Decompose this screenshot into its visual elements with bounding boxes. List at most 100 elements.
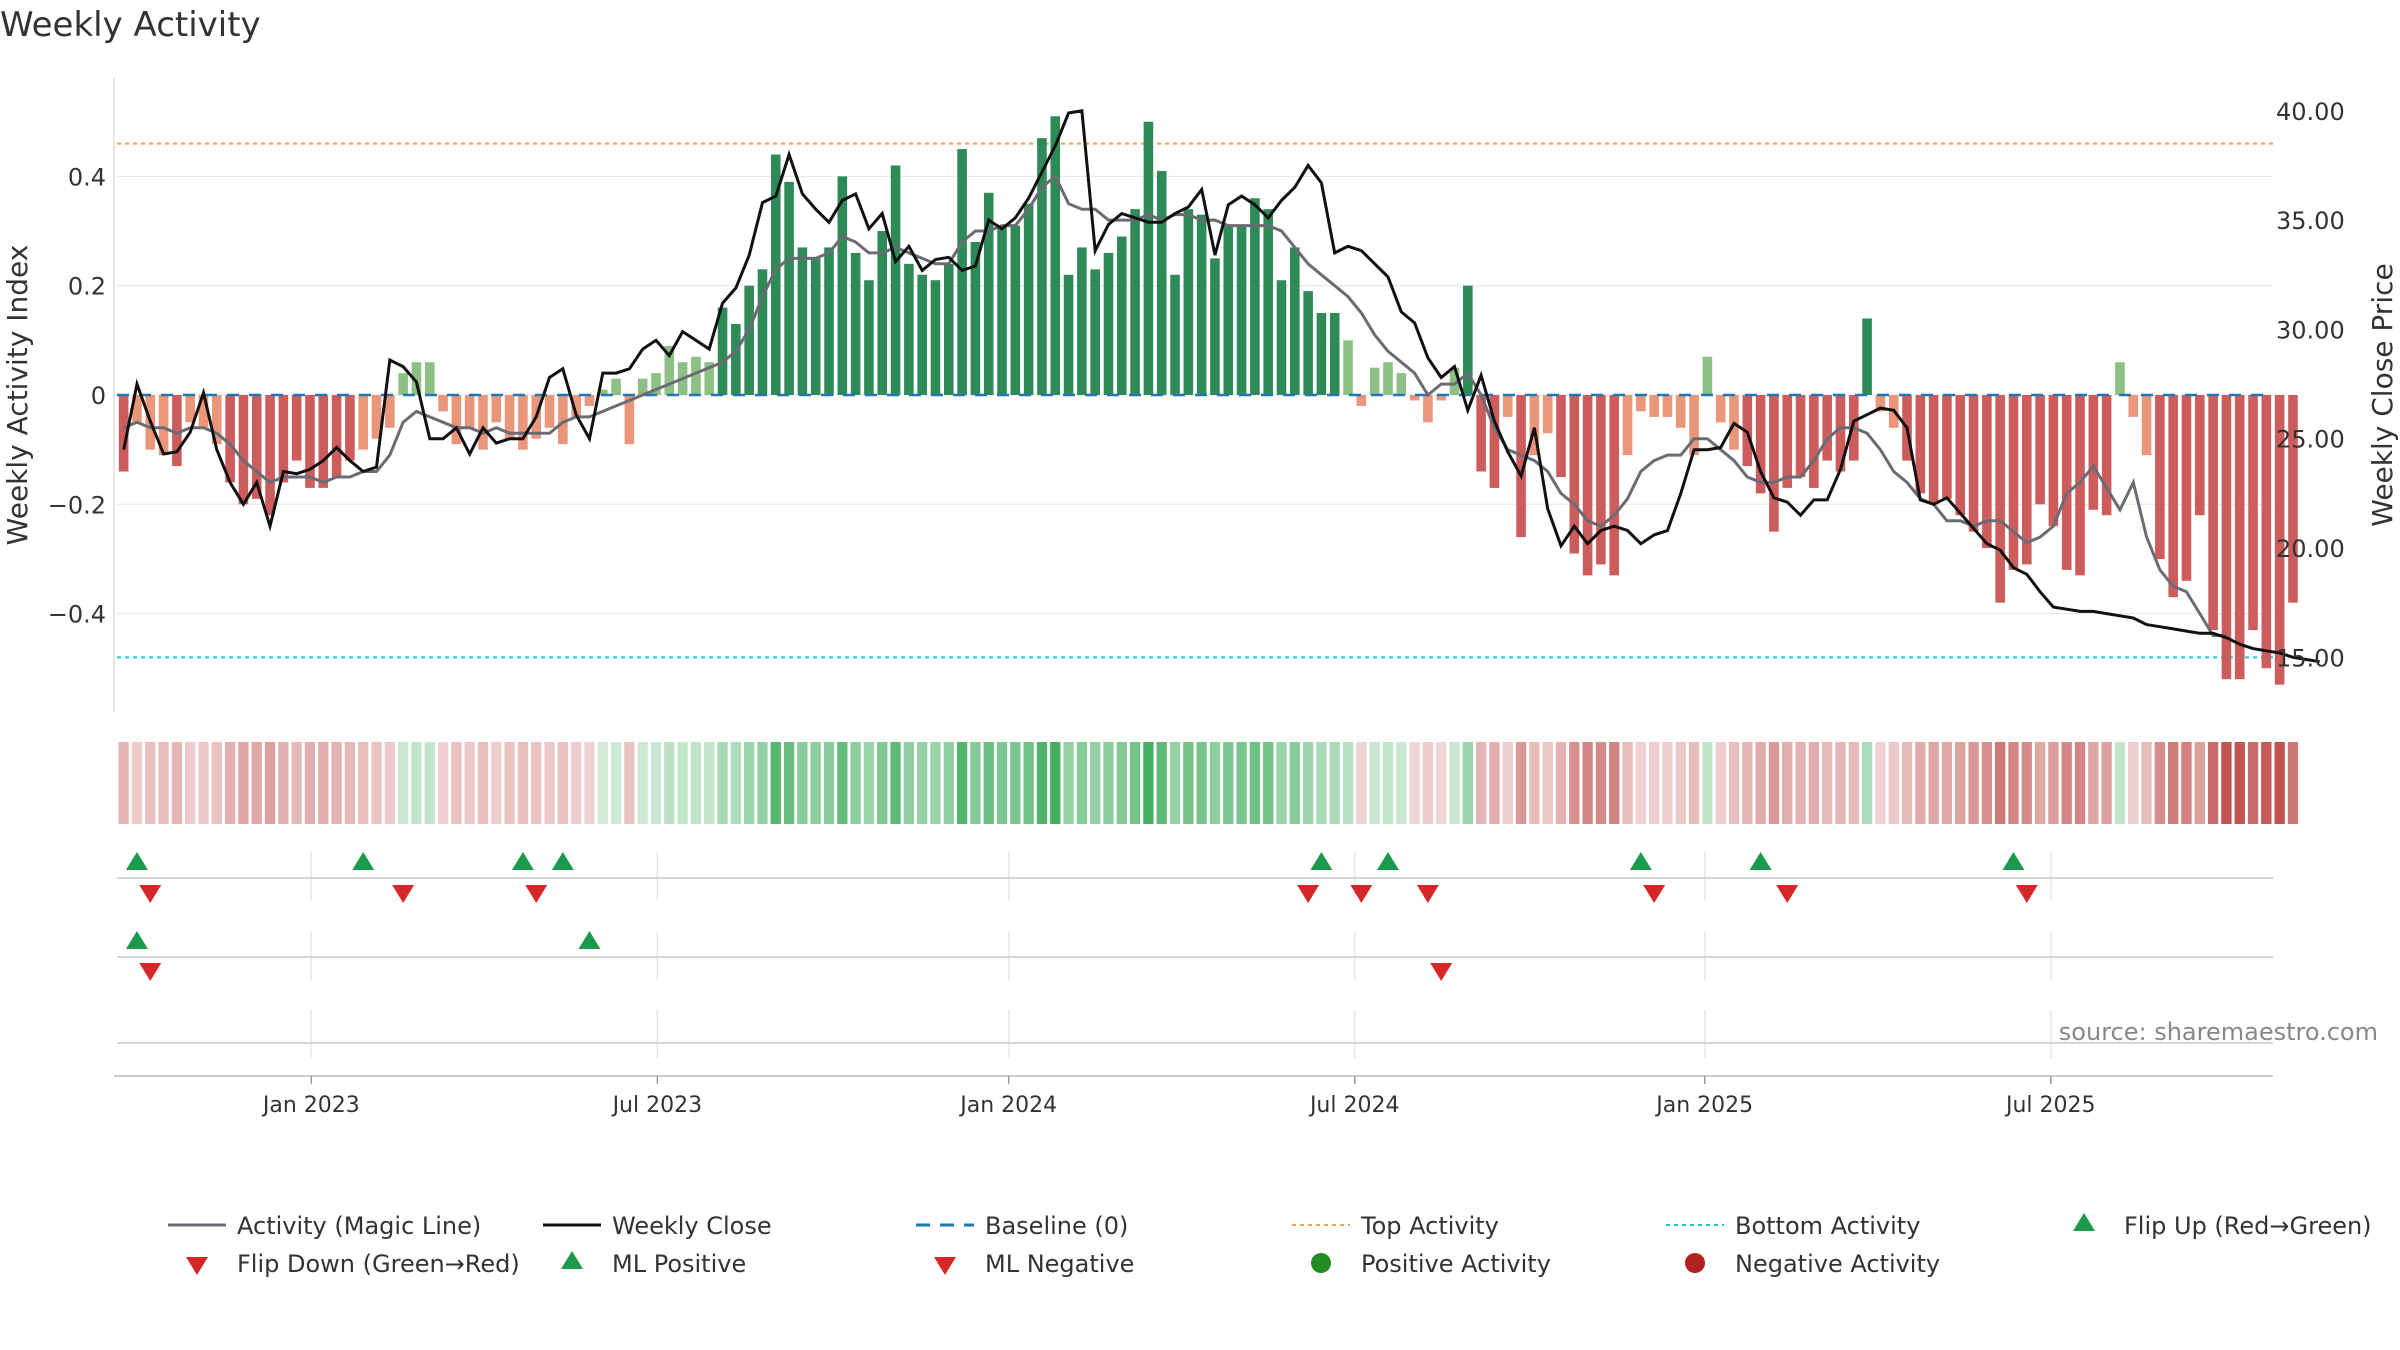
heatmap-cell [1196,742,1207,824]
activity-bar [2048,395,2059,527]
activity-bar [1542,395,1553,434]
heatmap-cell [504,742,515,824]
heatmap-cell [1595,742,1607,824]
heatmap-cell [2141,742,2152,824]
heatmap-cell [1329,742,1340,824]
heatmap-cell [956,742,968,824]
x-tick-label: Jul 2024 [1308,1093,1400,1118]
activity-bar [1662,395,1673,417]
heatmap-cell [770,742,781,824]
legend-symbol-triangle-up [2073,1213,2095,1231]
activity-bar [637,378,648,395]
activity-bar [2128,395,2139,417]
heatmap-cell [158,742,169,824]
flip-up-marker [551,852,574,870]
legend-symbol-triangle-up [561,1251,583,1269]
activity-bar [917,274,927,395]
heatmap-cell [2247,742,2259,824]
heatmap-cell [1915,742,1926,824]
activity-bar [265,395,275,516]
activity-bar [1636,395,1646,412]
activity-bar [318,395,329,488]
heatmap-strip [118,742,2299,824]
heatmap-cell [677,742,688,824]
heatmap-cell [2181,742,2192,824]
activity-bar [2115,362,2125,395]
y-right-tick-label: 20.00 [2276,535,2345,563]
heatmap-cell [437,742,449,824]
activity-bar [251,395,262,499]
activity-bar [824,247,834,395]
activity-bar [597,389,608,395]
heatmap-cell [2261,742,2272,824]
legend-symbol-dot [1685,1253,1705,1273]
heatmap-cell [185,742,196,824]
heatmap-cell [1941,742,1953,824]
activity-bar [1356,395,1367,406]
activity-bar [1250,198,1260,395]
heatmap-cell [1901,742,1913,824]
activity-bar [1423,395,1433,423]
activity-bar [1782,395,1793,488]
y-right-tick-label: 30.00 [2276,316,2345,344]
activity-bars [117,116,2298,685]
flip-up-marker [1629,852,1652,870]
heatmap-cell [2061,742,2072,824]
activity-bar [1928,395,1939,505]
heatmap-cell [517,742,529,824]
activity-bar [1582,395,1593,576]
activity-bar [1343,340,1353,395]
activity-bar [1649,395,1659,417]
heatmap-cell [1861,742,1873,824]
legend-item: Activity (Magic Line) [168,1212,481,1240]
legend-label: Baseline (0) [985,1212,1128,1240]
heatmap-cell [2088,742,2099,824]
activity-bar [1063,274,1074,395]
heatmap-cell [464,742,475,824]
heatmap-cell [1609,742,1620,824]
activity-bar [1316,313,1327,395]
heatmap-cell [544,742,555,824]
heatmap-cell [1462,742,1473,824]
activity-bar [757,269,768,395]
flip-down-marker [392,885,415,903]
activity-bar [1968,395,1979,532]
activity-bar [957,149,967,395]
activity-bar [1196,214,1207,395]
activity-bar [997,225,1007,395]
heatmap-cell [1742,742,1753,824]
heatmap-cell [1981,742,1993,824]
heatmap-cell [1955,742,1966,824]
activity-bar [1276,280,1287,395]
legend-item: Weekly Close [543,1212,772,1240]
heatmap-cell [1249,742,1261,824]
heatmap-cell [863,742,875,824]
heatmap-cell [491,742,502,824]
heatmap-cell [251,742,262,824]
activity-bar [424,362,435,395]
x-tick-label: Jul 2023 [611,1093,703,1118]
activity-bar [358,395,369,450]
activity-bar [1915,395,1926,494]
heatmap-cell [1555,742,1567,824]
activity-bar [1143,121,1154,396]
heatmap-cell [704,742,715,824]
heatmap-cell [1076,742,1088,824]
y-left-tick-label: −0.2 [48,491,106,519]
heatmap-cell [597,742,608,824]
heatmap-cell [318,742,329,824]
ml-positive-marker [578,931,601,949]
legend-label: Flip Up (Red→Green) [2124,1212,2372,1240]
legend-symbol-triangle-down [186,1257,208,1275]
heatmap-cell [1928,742,1939,824]
heatmap-cell [877,742,888,824]
heatmap-cell [1263,742,1274,824]
activity-bar [970,241,981,395]
activity-bar [2061,395,2072,570]
heatmap-cell [1582,742,1593,824]
activity-bar [478,395,488,450]
y-left-tick-label: 0.4 [68,163,106,191]
heatmap-cell [1023,742,1034,824]
heatmap-cell [797,742,808,824]
